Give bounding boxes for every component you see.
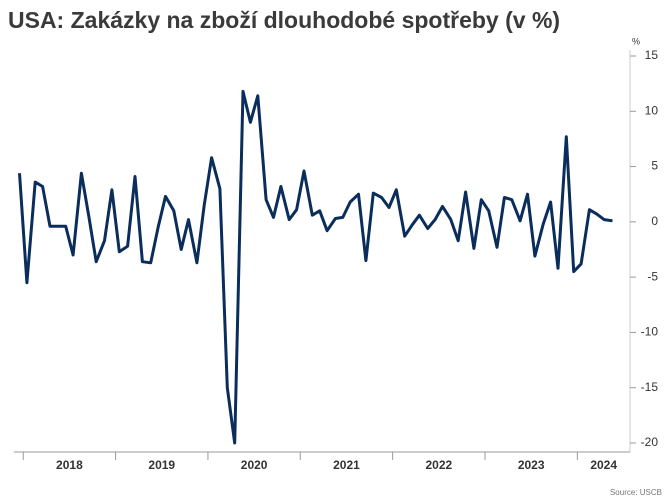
x-tick-label: 2024 <box>590 458 617 472</box>
y-tick-label: -10 <box>641 325 659 339</box>
y-tick-label: -5 <box>647 269 658 283</box>
y-tick-label: 0 <box>651 214 658 228</box>
x-tick-label: 2020 <box>241 458 268 472</box>
x-tick-label: 2023 <box>518 458 545 472</box>
source: Source: USCB <box>610 488 662 497</box>
chart-title: USA: Zakázky na zboží dlouhodobé spotřeb… <box>8 7 560 33</box>
data-line <box>18 89 613 445</box>
y-tick-label: 10 <box>645 103 659 117</box>
x-tick-label: 2021 <box>333 458 360 472</box>
x-tick-label: 2022 <box>425 458 452 472</box>
y-tick-label: -15 <box>641 380 659 394</box>
y-tick-label: -20 <box>641 435 659 449</box>
x-tick-label: 2019 <box>148 458 175 472</box>
y-unit: % <box>632 36 640 46</box>
y-tick-label: 5 <box>651 159 658 173</box>
y-tick-label: 15 <box>645 48 659 62</box>
x-tick-label: 2018 <box>56 458 83 472</box>
